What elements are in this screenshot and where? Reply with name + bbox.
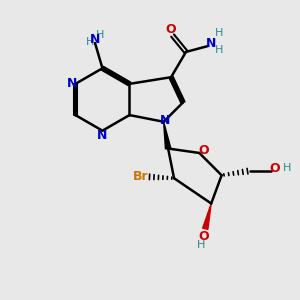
Text: O: O xyxy=(199,143,209,157)
Polygon shape xyxy=(164,122,171,149)
Text: H: H xyxy=(96,30,105,40)
Text: N: N xyxy=(90,33,100,46)
Text: N: N xyxy=(206,37,216,50)
Text: H: H xyxy=(215,44,224,55)
Text: O: O xyxy=(270,162,280,175)
Text: O: O xyxy=(166,23,176,36)
Text: H: H xyxy=(283,163,291,173)
Text: H: H xyxy=(196,240,205,250)
Text: N: N xyxy=(160,114,170,127)
Text: N: N xyxy=(67,77,77,90)
Polygon shape xyxy=(203,203,211,230)
Text: N: N xyxy=(97,129,108,142)
Text: H: H xyxy=(214,28,223,38)
Text: Br: Br xyxy=(133,170,148,183)
Text: H: H xyxy=(85,37,94,46)
Text: O: O xyxy=(199,230,209,243)
